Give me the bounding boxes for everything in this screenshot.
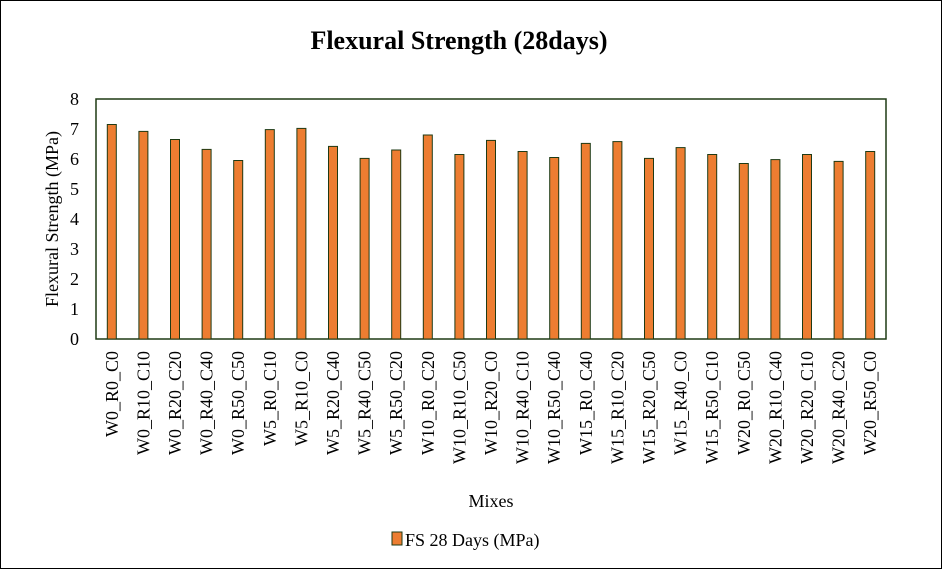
legend-swatch: [391, 531, 403, 546]
bar: [707, 154, 718, 340]
x-tick-label: W15_R50_C10: [702, 351, 722, 464]
bar: [612, 141, 623, 340]
x-tick-label: W0_R40_C40: [197, 351, 217, 455]
x-tick-label: W5_R40_C50: [355, 351, 375, 455]
x-tick-label: W5_R0_C10: [260, 351, 280, 446]
x-tick-label: W10_R0_C20: [418, 351, 438, 455]
x-tick-label: W20_R40_C20: [829, 351, 849, 464]
x-tick-label: W20_R20_C10: [797, 351, 817, 464]
y-tick-label: 4: [70, 209, 79, 229]
bar: [738, 163, 749, 340]
y-tick-label: 6: [70, 149, 79, 169]
bar: [580, 142, 591, 340]
bar: [328, 145, 338, 340]
bar: [454, 154, 465, 340]
bar: [359, 157, 370, 340]
bar: [422, 134, 433, 340]
y-tick-label: 5: [70, 179, 79, 199]
bar: [770, 159, 781, 340]
bar: [106, 124, 117, 340]
x-tick-label: W15_R0_C40: [576, 351, 596, 455]
y-tick-label: 8: [70, 89, 79, 109]
x-tick-label: W0_R10_C10: [133, 351, 153, 455]
bar: [201, 148, 212, 340]
bar: [549, 157, 560, 340]
bar: [138, 130, 149, 340]
bar: [644, 157, 654, 340]
x-tick-label: W5_R10_C0: [291, 351, 311, 446]
legend-label: FS 28 Days (MPa): [405, 530, 540, 551]
x-axis-title: Mixes: [469, 491, 514, 511]
bar: [802, 154, 812, 340]
plot-area: 0 1 2 3 4 5 6 7 8 W0_R0_C0 W0_R10_C10 W0_R20_C20 W0_…: [70, 89, 887, 464]
bar: [233, 160, 244, 340]
y-tick-label: 1: [70, 299, 79, 319]
x-tick-label: W20_R50_C0: [860, 351, 880, 455]
y-tick-label: 3: [70, 239, 79, 259]
bar: [170, 139, 180, 340]
x-tick-label: W0_R0_C0: [102, 351, 122, 437]
chart-title: Flexural Strength (28days): [310, 26, 607, 55]
y-tick-label: 0: [70, 329, 79, 349]
x-tick-label: W10_R40_C10: [513, 351, 533, 464]
bar: [391, 149, 402, 340]
legend: FS 28 Days (MPa): [391, 530, 540, 551]
x-tick-label: W0_R20_C20: [165, 351, 185, 455]
x-tick-label: W10_R50_C40: [544, 351, 564, 464]
bar: [486, 139, 496, 340]
bar: [264, 129, 275, 340]
bar: [296, 127, 307, 340]
x-tick-label: W10_R10_C50: [449, 351, 469, 464]
bar: [865, 151, 876, 340]
y-tick-label: 7: [70, 119, 79, 139]
x-tick-label: W5_R20_C40: [323, 351, 343, 455]
y-tick-label: 2: [70, 269, 79, 289]
x-tick-label: W15_R10_C20: [607, 351, 627, 464]
x-tick-label: W15_R20_C50: [639, 351, 659, 464]
y-axis-title: Flexural Strength (MPa): [42, 131, 63, 307]
x-tick-label: W10_R20_C0: [481, 351, 501, 455]
x-tick-label: W20_R0_C50: [734, 351, 754, 455]
x-tick-label: W20_R10_C40: [765, 351, 785, 464]
bar: [675, 147, 686, 340]
bar: [833, 160, 844, 340]
x-tick-label: W0_R50_C50: [228, 351, 248, 455]
bar: [517, 151, 528, 340]
x-tick-label: W5_R50_C20: [386, 351, 406, 455]
x-tick-label: W15_R40_C0: [671, 351, 691, 455]
